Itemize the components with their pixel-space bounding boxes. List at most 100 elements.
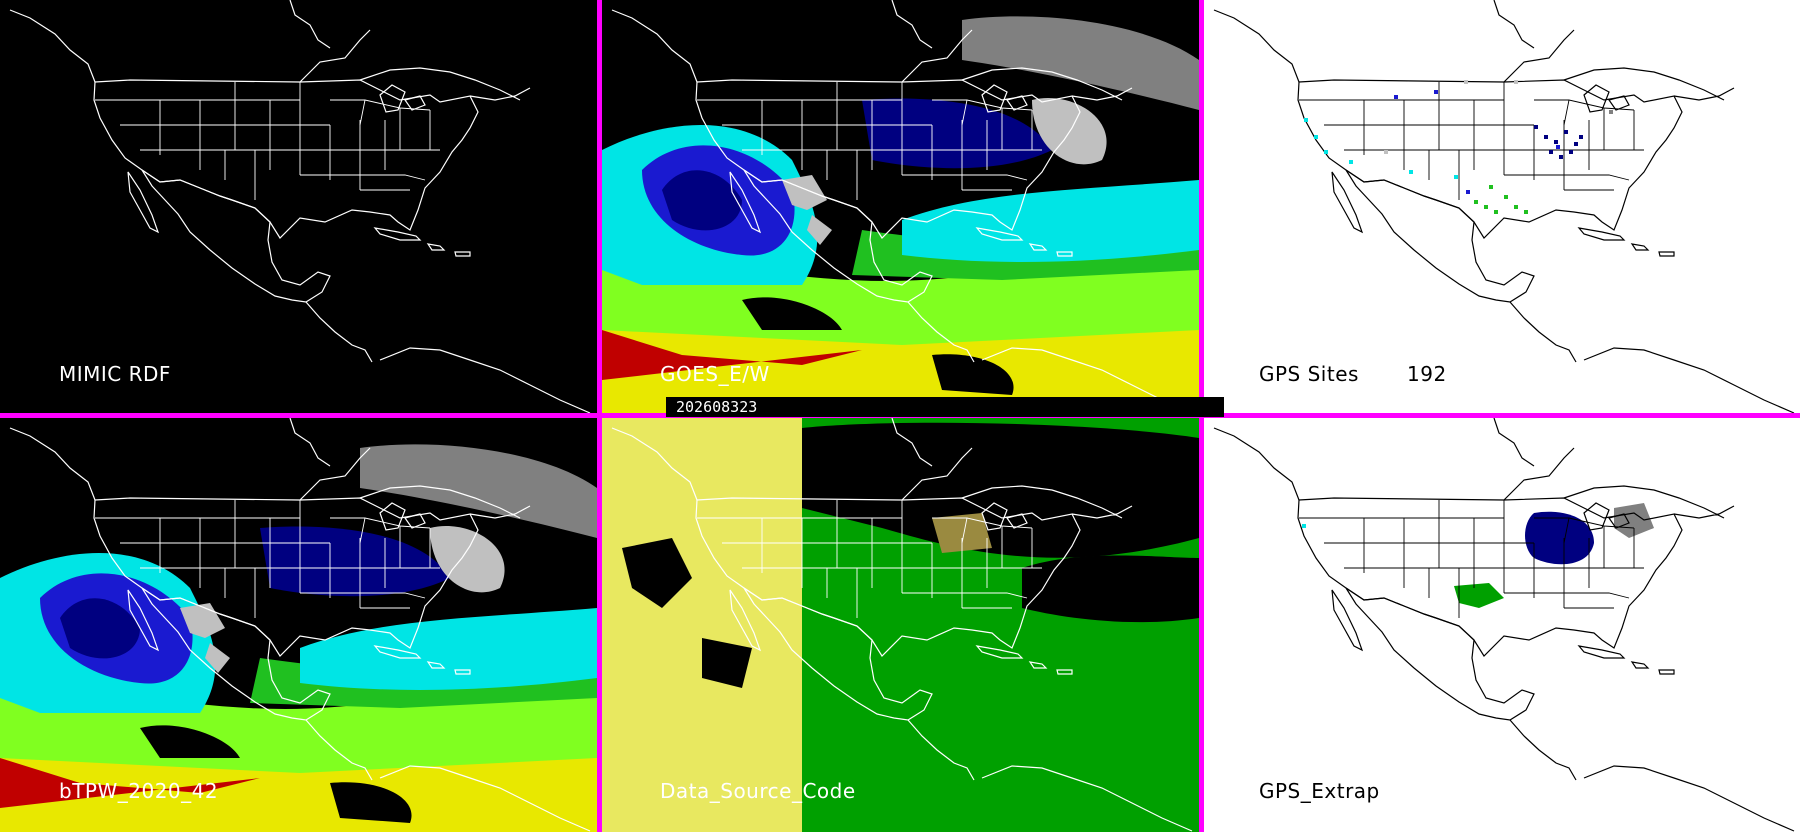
- state-borders: [1504, 592, 1630, 599]
- extrap-region-green: [1454, 583, 1504, 608]
- south-america-outline: [379, 347, 591, 413]
- moisture-field-red: [602, 330, 862, 380]
- source-region-nodata-west: [622, 538, 752, 688]
- state-borders: [159, 500, 301, 593]
- state-borders: [224, 120, 386, 200]
- source-region-nodata-east: [1022, 555, 1199, 623]
- map-gps-sites: [1213, 0, 1795, 413]
- gps-site-marker: [1484, 205, 1488, 209]
- gps-site-marker: [1534, 125, 1538, 129]
- map-btpw: [0, 418, 597, 832]
- panel-label: GPS_Extrap: [1259, 779, 1380, 803]
- panel-label: GPS Sites: [1259, 362, 1359, 386]
- moisture-field-gray: [962, 16, 1199, 110]
- cloud-mask: [0, 418, 597, 478]
- cloud-mask-south: [742, 297, 1014, 395]
- gps-site-marker: [1454, 175, 1458, 179]
- state-borders: [902, 592, 1028, 599]
- mexico-outline: [743, 169, 933, 303]
- state-borders: [360, 567, 440, 609]
- moisture-field-navy-east: [260, 526, 450, 597]
- caribbean-islands: [373, 645, 471, 675]
- gps-site-marker: [1474, 200, 1478, 204]
- source-region-yellow: [602, 418, 802, 832]
- panel-data-source-code: Data_Source_Code: [602, 418, 1199, 832]
- basemap-group: [1213, 0, 1795, 413]
- gps-site-marker: [1504, 195, 1508, 199]
- gps-site-marker: [1559, 155, 1563, 159]
- great-lakes: [1583, 502, 1630, 531]
- gps-site-marker: [1569, 150, 1573, 154]
- gps-site-marker: [1579, 135, 1583, 139]
- gps-site-marker: [1574, 142, 1578, 146]
- gps-site-marker: [1494, 210, 1498, 214]
- caribbean-islands: [373, 227, 471, 257]
- extrap-region-gray: [1614, 503, 1654, 538]
- great-lakes: [379, 84, 426, 113]
- caribbean-islands: [1577, 227, 1675, 257]
- basemap-group: [611, 418, 1193, 832]
- source-region-olive: [932, 513, 992, 553]
- state-borders: [300, 592, 426, 599]
- panel-label: MIMIC RDF: [59, 362, 171, 386]
- state-borders: [1363, 82, 1505, 175]
- canada-coastline: [9, 418, 531, 519]
- moisture-field-dry-sw: [782, 175, 832, 245]
- panel-goes-ew: GOES_E/W: [602, 0, 1199, 413]
- gps-site-marker: [1409, 170, 1413, 174]
- map-goes-ew: [602, 0, 1199, 413]
- cloud-mask: [602, 0, 1199, 60]
- gps-site-marker: [1349, 160, 1353, 164]
- panel-label: bTPW_2020_42: [59, 779, 219, 803]
- canada-coastline: [611, 0, 1133, 101]
- gps-site-marker: [1434, 90, 1438, 94]
- moisture-field-lightgray: [430, 526, 505, 593]
- gps-site-marker: [1466, 190, 1470, 194]
- great-lakes: [379, 502, 426, 531]
- gps-site-marker: [1514, 205, 1518, 209]
- mexico-outline: [1345, 169, 1535, 303]
- moisture-field-cyan-east: [300, 608, 597, 690]
- state-borders: [962, 149, 1042, 191]
- baja-outline: [729, 589, 762, 652]
- gps-site-marker: [1489, 185, 1493, 189]
- gps-site-marker: [1514, 80, 1518, 84]
- gps-site-marker: [1304, 118, 1308, 122]
- baja-outline: [1331, 589, 1364, 652]
- state-borders: [224, 538, 386, 618]
- basemap-group: [9, 0, 591, 413]
- moisture-field-navy: [60, 598, 140, 659]
- basemap-group: [9, 418, 591, 832]
- mexico-outline: [141, 587, 331, 721]
- map-gps-extrap: [1213, 418, 1795, 832]
- mexico-outline: [743, 587, 933, 721]
- state-borders: [359, 517, 431, 568]
- caribbean-islands: [1577, 645, 1675, 675]
- caribbean-islands: [975, 227, 1073, 257]
- gps-site-marker: [1464, 80, 1468, 84]
- central-america-outline: [1509, 719, 1577, 781]
- panel-btpw: bTPW_2020_42: [0, 418, 597, 832]
- panel-gps-extrap: GPS_Extrap: [1204, 418, 1800, 832]
- state-borders: [1563, 517, 1635, 568]
- state-borders: [902, 174, 1028, 181]
- south-america-outline: [379, 765, 591, 832]
- south-america-outline: [981, 765, 1193, 832]
- moisture-field-navy-east: [862, 98, 1052, 169]
- state-borders: [359, 99, 431, 150]
- canada-coastline: [9, 0, 531, 101]
- panel-label: GOES_E/W: [660, 362, 770, 386]
- moisture-field-dry-sw: [180, 603, 230, 673]
- state-borders: [962, 567, 1042, 609]
- state-borders: [1564, 149, 1644, 191]
- gps-site-marker: [1549, 150, 1553, 154]
- extrap-site-marker: [1302, 524, 1306, 528]
- state-borders: [1363, 500, 1505, 593]
- cloud-mask-south: [140, 725, 412, 823]
- canada-coastline: [1213, 418, 1735, 519]
- moisture-field-gray: [360, 444, 597, 538]
- gps-site-marker: [1564, 130, 1568, 134]
- state-borders: [826, 538, 988, 618]
- south-america-outline: [1583, 347, 1795, 413]
- gps-site-marker: [1554, 140, 1558, 144]
